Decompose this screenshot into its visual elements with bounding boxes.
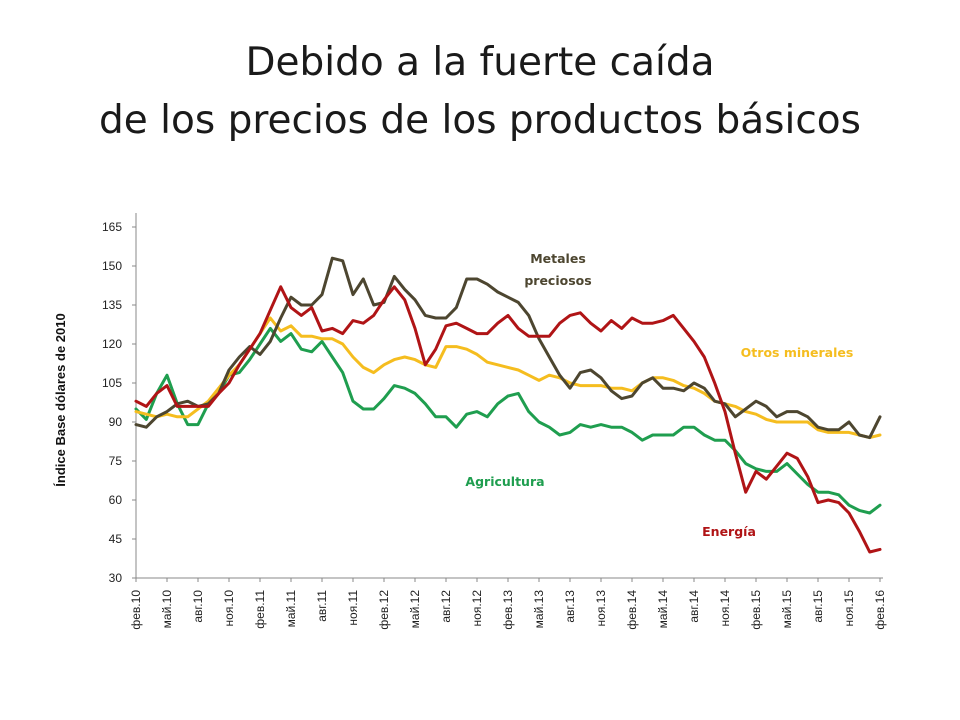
x-tick-label: авг.12 <box>439 590 453 623</box>
slide-title-line-1: Debido a la fuerte caída <box>245 40 715 85</box>
slide-title-line-2: de los precios de los productos básicos <box>99 98 861 143</box>
x-tick-label: авг.13 <box>563 590 577 623</box>
x-tick-label: фев.15 <box>749 590 763 630</box>
series-line-otros-minerales <box>134 316 882 440</box>
y-tick-label: 105 <box>102 376 122 390</box>
y-tick-label: 30 <box>109 571 123 585</box>
x-tick-label: авг.15 <box>811 590 825 623</box>
chart-series-lines <box>134 256 882 554</box>
x-tick-label: фев.12 <box>377 590 391 630</box>
x-tick-label: фев.14 <box>625 590 639 630</box>
y-tick-label: 150 <box>102 259 122 273</box>
x-tick-label: авг.14 <box>687 590 701 623</box>
slide-title: Debido a la fuerte caída de los precios … <box>0 34 960 150</box>
x-tick-label: май.13 <box>532 590 546 629</box>
series-line-agricultura <box>134 326 882 515</box>
x-tick-label: ноя.13 <box>594 590 608 627</box>
x-tick-label: май.10 <box>160 590 174 629</box>
label-metales-preciosos-line-1: Metales <box>530 251 586 266</box>
series-line-energ-a <box>134 285 882 554</box>
x-tick-label: май.14 <box>656 590 670 629</box>
y-tick-label: 135 <box>102 298 122 312</box>
label-agricultura: Agricultura <box>465 474 544 489</box>
y-tick-label: 165 <box>102 220 122 234</box>
x-tick-label: фев.10 <box>129 590 143 630</box>
x-tick-label: авг.10 <box>191 590 205 623</box>
x-tick-label: фев.11 <box>253 590 267 629</box>
x-tick-label: ноя.14 <box>718 590 732 627</box>
y-tick-label: 60 <box>109 493 123 507</box>
x-tick-label: авг.11 <box>315 590 329 622</box>
chart-axes: 30 45 60 75 90 105 120 135 150 165 фев.10 май.10 авг… <box>102 213 887 630</box>
x-tick-label: май.15 <box>780 590 794 629</box>
x-tick-label: ноя.11 <box>346 590 360 626</box>
y-axis-title: Índice Base dólares de 2010 <box>53 313 68 486</box>
label-otros-minerales: Otros minerales <box>741 345 854 360</box>
label-metales-preciosos-line-2: preciosos <box>524 273 591 288</box>
x-tick-label: фев.13 <box>501 590 515 630</box>
y-tick-label: 75 <box>109 454 123 468</box>
x-tick-label: май.12 <box>408 590 422 629</box>
y-tick-label: 90 <box>109 415 123 429</box>
y-tick-label: 120 <box>102 337 122 351</box>
y-tick-label: 45 <box>109 532 123 546</box>
x-tick-label: ноя.12 <box>470 590 484 627</box>
x-tick-label: май.11 <box>284 590 298 628</box>
label-energia: Energía <box>702 524 756 539</box>
x-tick-label: ноя.10 <box>222 590 236 627</box>
x-tick-label: фев.16 <box>873 590 887 630</box>
x-tick-label: ноя.15 <box>842 590 856 627</box>
series-line-metales-preciosos <box>134 256 882 440</box>
